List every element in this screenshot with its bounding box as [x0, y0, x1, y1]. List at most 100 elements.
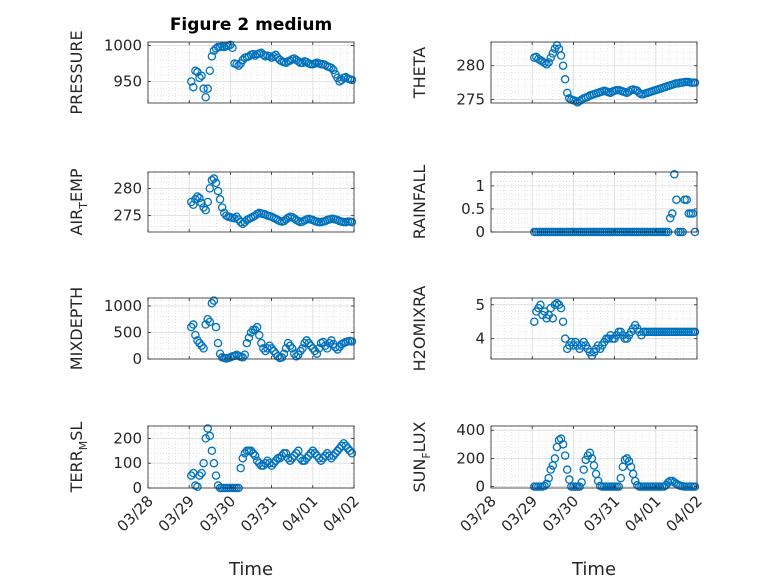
- data-point: [199, 84, 208, 93]
- x-tick-label: 03/28: [457, 492, 500, 535]
- data-point: [228, 43, 237, 52]
- y-axis-label: THETA: [410, 47, 429, 99]
- data-point: [205, 431, 215, 441]
- data-point: [285, 456, 295, 465]
- data-point: [246, 446, 256, 456]
- data-point: [250, 325, 260, 335]
- data-point: [244, 52, 254, 61]
- data-point: [542, 60, 551, 69]
- data-point: [285, 56, 295, 65]
- data-point: [558, 317, 568, 326]
- data-point: [544, 58, 553, 67]
- data-point: [339, 439, 348, 448]
- x-tick-label: 03/30: [539, 492, 582, 535]
- data-point: [287, 453, 297, 463]
- data-point: [665, 213, 675, 223]
- data-point: [213, 338, 223, 348]
- y-axis-label: SUNFLUX: [410, 421, 433, 492]
- subplot-1: 950 1000 PRESSURE: [67, 30, 357, 115]
- x-tick-label: 03/30: [196, 492, 239, 535]
- data-point: [308, 344, 318, 353]
- data-point: [287, 344, 297, 353]
- data-point: [265, 52, 274, 61]
- data-point: [209, 458, 219, 468]
- data-point: [562, 465, 572, 474]
- data-point: [193, 192, 202, 201]
- y-axis-label: H2OMIXRA: [410, 286, 429, 372]
- data-point: [322, 344, 332, 353]
- data-point: [201, 205, 210, 215]
- data-point: [267, 344, 276, 353]
- data-point: [281, 58, 291, 68]
- data-point: [254, 458, 264, 468]
- data-point: [302, 453, 311, 463]
- subplot-4: 0 0.5 1 RAINFALL: [410, 165, 700, 241]
- y-tick-label: 5: [475, 296, 485, 314]
- data-point: [347, 449, 357, 458]
- y-tick-label: 950: [113, 72, 142, 90]
- y-axis-label: MIXDEPTH: [67, 287, 86, 370]
- y-tick-label: 0: [132, 479, 142, 497]
- data-point: [302, 336, 311, 345]
- data-point: [296, 453, 305, 463]
- data-point: [540, 58, 549, 68]
- data-point: [292, 449, 301, 458]
- data-point: [199, 458, 208, 468]
- data-point: [201, 93, 210, 102]
- y-tick-label: 200: [456, 449, 485, 467]
- subplot-5: 0 500 1000 MIXDEPTH: [67, 287, 357, 370]
- axes-frame: [490, 171, 698, 233]
- data-point: [670, 170, 679, 179]
- x-tick-label: 03/31: [580, 492, 623, 535]
- axes-frame: [147, 171, 355, 233]
- data-point: [296, 346, 305, 356]
- data-point: [193, 482, 202, 492]
- data-point: [269, 458, 278, 468]
- data-point: [207, 52, 217, 61]
- data-point: [327, 63, 336, 73]
- data-point: [205, 317, 215, 327]
- y-tick-label: 1000: [104, 37, 142, 55]
- data-point: [624, 456, 634, 466]
- data-point: [189, 200, 198, 209]
- data-point: [663, 478, 673, 487]
- data-point: [690, 78, 700, 87]
- data-point: [213, 186, 223, 196]
- data-point: [197, 341, 206, 350]
- x-axis-label-right: Time: [571, 559, 616, 580]
- data-point: [259, 50, 268, 60]
- data-point: [327, 453, 336, 463]
- data-point: [548, 49, 558, 58]
- data-point: [195, 73, 204, 83]
- data-point: [191, 330, 200, 340]
- data-point: [211, 322, 221, 332]
- data-point: [205, 66, 215, 75]
- y-axis-label: RAINFALL: [410, 165, 429, 240]
- data-point: [556, 434, 566, 443]
- y-axis-label: TERRMSL: [67, 422, 90, 494]
- data-point: [209, 174, 219, 183]
- data-point: [203, 424, 212, 433]
- data-point: [265, 341, 274, 350]
- y-tick-label: 275: [456, 91, 485, 109]
- y-tick-label: 0: [475, 478, 485, 496]
- data-point: [285, 341, 295, 350]
- data-point: [203, 197, 212, 207]
- data-point: [635, 88, 644, 98]
- data-point: [294, 446, 303, 456]
- data-point: [298, 344, 307, 353]
- data-point: [593, 476, 603, 486]
- data-point: [312, 349, 322, 358]
- data-point: [616, 473, 626, 483]
- data-point: [294, 57, 303, 66]
- x-tick-label: 04/02: [663, 492, 706, 535]
- data-point: [211, 178, 221, 188]
- y-tick-label: 200: [113, 429, 142, 447]
- x-tick-label: 03/31: [237, 492, 280, 535]
- axes-frame: [490, 297, 698, 360]
- data-point: [193, 336, 202, 345]
- y-tick-label: 0: [132, 350, 142, 368]
- data-point: [242, 338, 252, 348]
- data-point: [333, 446, 342, 456]
- data-point: [329, 451, 338, 461]
